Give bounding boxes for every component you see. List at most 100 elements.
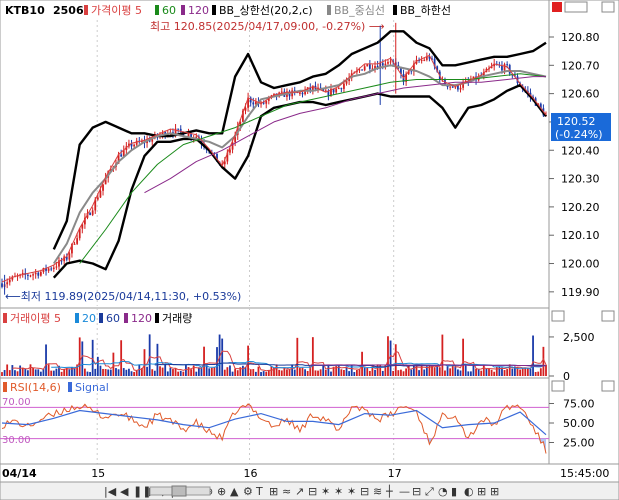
legend-vol120: 120	[131, 312, 152, 325]
candle-body	[81, 224, 84, 229]
rsi-panel-menu-icon[interactable]	[551, 380, 565, 392]
price-panel-close-icon[interactable]	[601, 1, 615, 13]
volume-bar	[464, 365, 467, 376]
legend-swatch-ma120	[181, 5, 185, 15]
volume-bar	[480, 370, 483, 376]
volume-bar	[203, 346, 205, 376]
candle-body	[99, 190, 102, 198]
volume-bar	[291, 365, 294, 376]
candle-body	[247, 97, 249, 108]
toolbar-icon: ✶	[347, 485, 356, 498]
candle-body	[337, 88, 340, 90]
candle-body	[273, 93, 275, 96]
volume-bar	[288, 369, 291, 376]
volume-bar	[102, 368, 104, 376]
volume-tick-label: 0	[563, 370, 570, 383]
candle-body	[187, 133, 190, 137]
volume-bar	[495, 366, 498, 376]
symbol-label: KTB10	[5, 4, 45, 17]
volume-bar	[197, 367, 200, 376]
volume-bar	[273, 367, 275, 376]
volume-bar	[296, 337, 299, 376]
x-axis-label: 04/14	[2, 467, 37, 480]
volume-bar	[472, 365, 475, 376]
volume-bar	[86, 371, 89, 376]
candle-body	[267, 97, 270, 101]
candle-body	[330, 88, 332, 96]
rsi-signal-line	[1, 409, 547, 436]
toolbar-icon: ▲	[230, 485, 239, 498]
candle-body	[104, 177, 107, 185]
volume-bar	[438, 367, 441, 376]
volume-bar	[304, 369, 306, 376]
volume-panel-menu-icon[interactable]	[551, 310, 565, 322]
price-tick-label: 120.60	[561, 88, 600, 101]
candle-body	[117, 154, 120, 164]
volume-bar	[50, 370, 53, 376]
rsi-area	[0, 403, 549, 454]
volume-bar	[361, 351, 363, 376]
x-axis-time: 15:45:00	[560, 467, 609, 480]
volume-bar	[534, 371, 537, 376]
rsi-line	[1, 403, 547, 454]
candle-body	[91, 210, 94, 215]
volume-bar	[115, 368, 117, 376]
volume-bar	[280, 370, 283, 376]
lr-toggle-icon[interactable]	[564, 1, 588, 13]
candle-body	[148, 139, 151, 142]
candle-body	[433, 58, 436, 67]
volume-bar	[190, 369, 193, 376]
candle-body	[73, 243, 76, 245]
volume-bar	[516, 366, 519, 376]
volume-bar	[112, 352, 115, 376]
toolbar-icon: ⊞	[269, 485, 278, 498]
rsi-tick-label: 75.00	[563, 398, 595, 411]
volume-bar	[76, 364, 79, 376]
volume-bar	[146, 366, 148, 376]
volume-bar	[400, 369, 402, 376]
toolbar-icons: |◀◀❚❚▶▶|⊖⊕⊕⊕▲⚙T⊞≈↗⊟✶✶✶⊟≋┼—⊟⤢◔▮◐⊞⊞	[104, 484, 499, 498]
volume-bar	[299, 368, 301, 376]
volume-ma120-line	[310, 364, 546, 367]
volume-bar	[405, 368, 408, 376]
candle-body	[50, 268, 53, 270]
volume-bar	[260, 372, 262, 376]
candle-body	[345, 81, 348, 84]
volume-bar	[477, 368, 480, 376]
candle-body	[39, 271, 42, 276]
volume-panel-close-icon[interactable]	[601, 310, 615, 322]
rsi-panel-close-icon[interactable]	[601, 380, 615, 392]
panel-controls	[551, 1, 615, 392]
price-lines	[1, 30, 547, 283]
volume-bar	[420, 365, 423, 376]
candle-body	[11, 276, 14, 280]
volume-bar	[42, 368, 45, 376]
volume-bar	[433, 367, 436, 376]
volume-bar	[374, 369, 376, 376]
volume-bar	[29, 364, 32, 376]
volume-bar	[423, 369, 426, 376]
volume-bar	[467, 371, 470, 376]
volume-bar	[252, 369, 255, 376]
toolbar-icon: —	[399, 485, 410, 498]
volume-bar	[223, 369, 226, 376]
volume-bar	[187, 367, 190, 376]
volume-bar	[179, 370, 182, 376]
volume-bar	[389, 340, 392, 376]
candle-body	[239, 121, 242, 127]
candle-body	[262, 102, 265, 104]
volume-bar	[418, 370, 420, 376]
legend-ma60: 60	[162, 4, 176, 17]
volume-bar	[174, 368, 177, 376]
volume-bar	[99, 365, 102, 376]
candle-body	[47, 268, 50, 271]
code-label: 2506	[53, 4, 84, 17]
volume-bar	[247, 345, 249, 376]
volume-bar	[317, 370, 319, 376]
volume-bar	[236, 370, 239, 376]
volume-bar	[3, 370, 6, 376]
candle-body	[265, 100, 268, 104]
candle-body	[311, 85, 314, 90]
series-line-BB_상한선	[52, 30, 547, 250]
zoom-slider-thumb	[171, 485, 187, 497]
